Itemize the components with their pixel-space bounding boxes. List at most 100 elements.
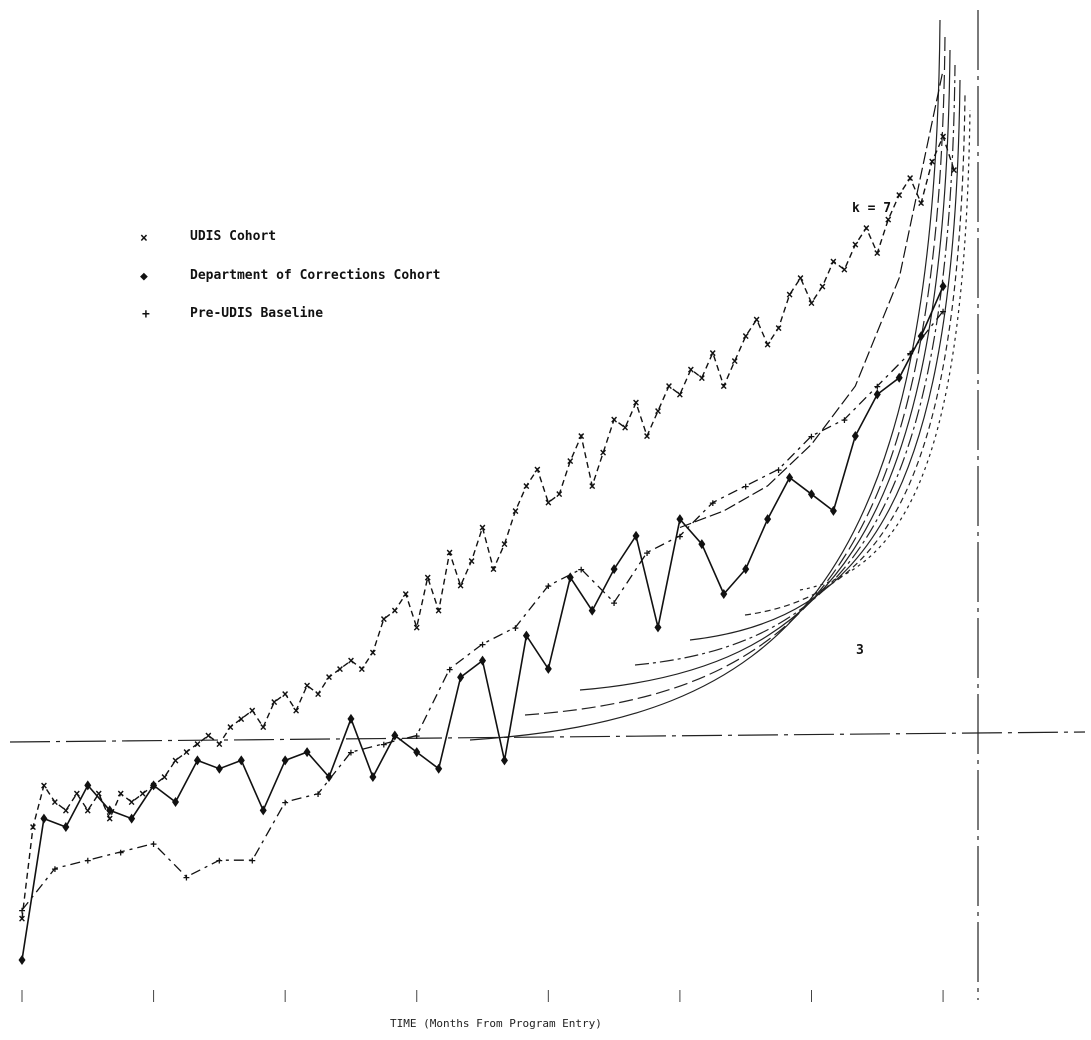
- series-0-point-56: ×: [632, 396, 639, 410]
- series-0-point-70: ×: [786, 288, 793, 302]
- series-0-point-85: ×: [950, 163, 957, 177]
- series-0-point-27: ×: [314, 687, 321, 701]
- curve-label-3: 3: [856, 643, 864, 658]
- series-1-point-15: [347, 713, 355, 724]
- series-0-point-24: ×: [282, 687, 289, 701]
- series-1-point-32: [720, 589, 728, 600]
- series-2-point-16: +: [545, 580, 552, 593]
- series-0-point-32: ×: [369, 645, 376, 659]
- series-0-point-26: ×: [303, 679, 310, 693]
- series-0-point-18: ×: [216, 737, 223, 751]
- series-1-point-19: [435, 763, 443, 774]
- series-0-point-78: ×: [874, 246, 881, 260]
- envelope-curves: [469, 19, 971, 741]
- series-1-point-3: [84, 780, 92, 791]
- series-1-point-33: [742, 564, 750, 575]
- series-0-point-15: ×: [183, 745, 190, 759]
- series-1-point-13: [303, 747, 311, 758]
- series-2-point-13: +: [446, 663, 453, 676]
- series-1-point-29: [654, 622, 662, 633]
- series-2-point-11: +: [381, 738, 388, 751]
- legend-label-udis: UDIS Cohort: [190, 229, 276, 244]
- series-2-point-5: +: [183, 871, 190, 884]
- legend-marker-diamond-icon: ◆: [140, 269, 148, 284]
- series-0-point-59: ×: [665, 379, 672, 393]
- series-1-point-36: [807, 489, 815, 500]
- series-0-point-63: ×: [709, 346, 716, 360]
- series-0-point-8: ×: [106, 812, 113, 826]
- series-1-point-16: [369, 772, 377, 783]
- series-2-point-4: +: [150, 838, 157, 851]
- series-0-point-25: ×: [293, 704, 300, 718]
- series-1-point-23: [522, 630, 530, 641]
- series-0-point-6: ×: [84, 803, 91, 817]
- envelope-curve-1: [524, 34, 946, 716]
- series-0-point-80: ×: [896, 188, 903, 202]
- series-0-point-55: ×: [621, 421, 628, 435]
- series-2-point-10: +: [348, 746, 355, 759]
- series-0-point-74: ×: [830, 254, 837, 268]
- series-0-point-3: ×: [51, 795, 58, 809]
- envelope-curve-4: [689, 79, 961, 641]
- series-1-point-12: [281, 755, 289, 766]
- series-2-point-21: +: [709, 497, 716, 510]
- series-0-point-53: ×: [600, 446, 607, 460]
- series-0-point-52: ×: [589, 479, 596, 493]
- x-axis-ticks: [21, 990, 944, 1002]
- series-1-point-0: [18, 955, 26, 966]
- series-2-point-27: +: [907, 347, 914, 360]
- series-0-point-79: ×: [885, 213, 892, 227]
- series-0-point-68: ×: [764, 338, 771, 352]
- series-0-point-66: ×: [742, 329, 749, 343]
- series-1-point-7: [172, 797, 180, 807]
- series-0-point-44: ×: [501, 537, 508, 551]
- envelope-curve-0: [469, 19, 941, 741]
- series-2-point-3: +: [117, 846, 124, 859]
- series-2-point-0: +: [19, 904, 26, 917]
- series-2-point-25: +: [841, 413, 848, 426]
- series-1-point-17: [391, 730, 399, 741]
- series-0-point-20: ×: [238, 712, 245, 726]
- series-0-point-0: ×: [18, 911, 25, 925]
- series-0-point-31: ×: [358, 662, 365, 676]
- series-0-point-9: ×: [117, 787, 124, 801]
- series-2-point-1: +: [52, 863, 59, 876]
- legend-label-baseline: Pre-UDIS Baseline: [190, 306, 323, 321]
- series-0-point-65: ×: [731, 354, 738, 368]
- series-0-point-64: ×: [720, 379, 727, 393]
- series-2-point-15: +: [512, 621, 519, 634]
- series-0-point-17: ×: [205, 728, 212, 742]
- envelope-curve-5: [744, 94, 966, 616]
- series-2-point-2: +: [84, 854, 91, 867]
- series-1-point-14: [325, 772, 333, 783]
- series-0-point-28: ×: [325, 670, 332, 684]
- series-2-point-7: +: [249, 854, 256, 867]
- series-0-point-2: ×: [40, 778, 47, 792]
- series-0-point-71: ×: [797, 271, 804, 285]
- series-0-point-58: ×: [654, 404, 661, 418]
- series-0-point-48: ×: [545, 496, 552, 510]
- series-1-point-10: [237, 755, 245, 766]
- series-0-point-19: ×: [227, 720, 234, 734]
- series-0-point-46: ×: [523, 479, 530, 493]
- series-1-point-11: [259, 805, 267, 816]
- envelope-curve-3: [634, 64, 956, 666]
- series-0-point-50: ×: [567, 454, 574, 468]
- series-0-point-14: ×: [172, 753, 179, 767]
- series-1-point-4: [106, 805, 114, 816]
- series-0-point-34: ×: [391, 604, 398, 618]
- series-0-point-73: ×: [819, 279, 826, 293]
- envelope-curve-6: [799, 109, 971, 591]
- series-0-point-77: ×: [863, 221, 870, 235]
- series-0-point-13: ×: [161, 770, 168, 784]
- series-0-point-62: ×: [698, 371, 705, 385]
- series-2-point-23: +: [775, 463, 782, 476]
- series-0-point-75: ×: [841, 263, 848, 277]
- series-1-point-5: [128, 813, 136, 824]
- series-1-point-26: [588, 605, 596, 616]
- series-0-point-82: ×: [918, 196, 925, 210]
- series-2-point-24: +: [808, 430, 815, 443]
- series-1-point-39: [873, 389, 881, 400]
- series-0-point-7: ×: [95, 787, 102, 801]
